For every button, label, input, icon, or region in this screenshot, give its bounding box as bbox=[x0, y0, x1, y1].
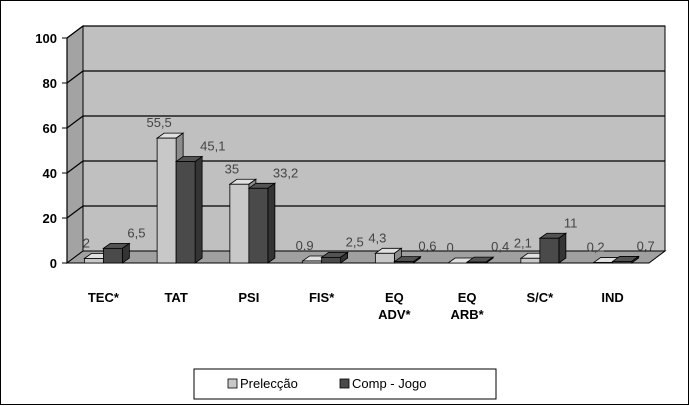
x-tick-label: TAT bbox=[164, 290, 187, 305]
bar-side bbox=[268, 183, 275, 263]
bar bbox=[230, 184, 249, 263]
data-label: 35 bbox=[225, 161, 239, 176]
data-label: 4,3 bbox=[368, 230, 386, 245]
chart-floor bbox=[67, 251, 665, 263]
y-tick-label: 80 bbox=[43, 76, 57, 91]
data-label: 2,5 bbox=[346, 234, 364, 249]
bar bbox=[540, 238, 559, 263]
data-label: 55,5 bbox=[146, 115, 171, 130]
bar bbox=[249, 188, 268, 263]
x-tick-label-line: IND bbox=[601, 290, 623, 305]
data-label: 0,2 bbox=[587, 240, 605, 255]
x-tick-label-line: TAT bbox=[164, 290, 187, 305]
y-tick-label: 40 bbox=[43, 166, 57, 181]
x-tick-label-line: EQ bbox=[458, 290, 477, 305]
y-tick-label: 20 bbox=[43, 211, 57, 226]
data-label: 2,1 bbox=[514, 235, 532, 250]
data-label: 11 bbox=[564, 215, 578, 230]
bar bbox=[375, 253, 394, 263]
data-label: 0,9 bbox=[296, 238, 314, 253]
bar-side bbox=[559, 233, 566, 263]
x-tick-label: FIS* bbox=[309, 290, 335, 305]
data-label: 6,5 bbox=[127, 225, 145, 240]
y-tick-label: 0 bbox=[50, 256, 57, 271]
x-tick-label-line: ARB* bbox=[451, 307, 485, 322]
bar bbox=[103, 248, 122, 263]
x-tick-label-line: EQ bbox=[385, 290, 404, 305]
bar bbox=[303, 261, 322, 263]
x-tick-label-line: FIS* bbox=[309, 290, 335, 305]
data-label: 45,1 bbox=[200, 139, 225, 154]
legend-label: Prelecção bbox=[240, 376, 298, 391]
data-label: 0,4 bbox=[491, 239, 509, 254]
data-label: 0 bbox=[447, 240, 454, 255]
x-tick-label-line: ADV* bbox=[378, 307, 411, 322]
bar bbox=[84, 259, 103, 264]
x-tick-label: PSI bbox=[238, 290, 259, 305]
bar bbox=[467, 262, 486, 263]
x-tick-label-line: S/C* bbox=[527, 290, 555, 305]
data-label: 0,7 bbox=[637, 238, 655, 253]
y-tick-label: 60 bbox=[43, 121, 57, 136]
x-tick-label-line: PSI bbox=[238, 290, 259, 305]
y-tick-label: 100 bbox=[35, 31, 57, 46]
bar bbox=[322, 257, 341, 263]
x-tick-label: S/C* bbox=[527, 290, 555, 305]
plot-area: 0 20 40 60 80 100 2 6,5 TEC* 55,5 45,1 TAT 35 33,2 PSI… bbox=[35, 26, 665, 322]
bar bbox=[394, 262, 413, 263]
legend-swatch bbox=[340, 379, 349, 388]
bar bbox=[521, 258, 540, 263]
bar bbox=[157, 138, 176, 263]
x-tick-label: TEC* bbox=[88, 290, 120, 305]
legend-label: Comp - Jogo bbox=[352, 376, 426, 391]
bar-side bbox=[195, 157, 202, 263]
data-label: 0,6 bbox=[418, 239, 436, 254]
bar bbox=[176, 162, 195, 263]
legend: Prelecção Comp - Jogo bbox=[194, 369, 496, 399]
x-tick-label: EQ ADV* bbox=[378, 290, 411, 322]
x-tick-label: IND bbox=[601, 290, 623, 305]
x-tick-label-line: TEC* bbox=[88, 290, 120, 305]
chart-side-wall bbox=[67, 26, 83, 263]
data-label: 2 bbox=[83, 236, 90, 251]
bar bbox=[613, 261, 632, 263]
legend-swatch bbox=[228, 379, 237, 388]
data-label: 33,2 bbox=[273, 165, 298, 180]
x-tick-label: EQ ARB* bbox=[451, 290, 485, 322]
